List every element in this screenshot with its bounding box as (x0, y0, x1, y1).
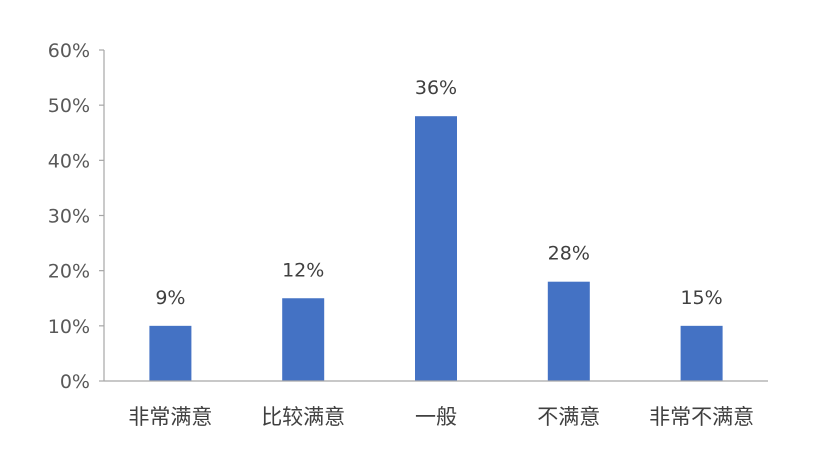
category-label: 非常不满意 (649, 405, 754, 429)
bar (547, 281, 590, 381)
category-labels: 非常满意 比较满意 一般 不满意 非常不满意 (128, 405, 754, 429)
bar (282, 298, 325, 381)
data-label: 12% (282, 259, 324, 281)
y-axis-ticks: 0% 10% 20% 30% 40% 50% 60% (48, 40, 104, 393)
data-label: 15% (680, 287, 722, 309)
category-label: 非常满意 (128, 405, 212, 429)
data-label: 36% (415, 77, 457, 99)
category-label: 比较满意 (261, 405, 345, 429)
bars (149, 116, 723, 381)
bar (680, 325, 723, 381)
category-label: 一般 (415, 405, 457, 429)
category-label: 不满意 (537, 405, 600, 429)
y-tick-label: 10% (48, 316, 90, 338)
y-tick-label: 40% (48, 150, 90, 172)
y-tick-label: 20% (48, 261, 90, 283)
y-tick-label: 60% (48, 40, 90, 62)
bar (149, 325, 192, 381)
data-label: 28% (548, 243, 590, 265)
y-tick-label: 50% (48, 95, 90, 117)
data-label: 9% (155, 287, 185, 309)
y-tick-label: 30% (48, 206, 90, 228)
y-tick-label: 0% (60, 371, 90, 393)
data-labels: 9% 12% 36% 28% 15% (155, 77, 722, 309)
bar (415, 116, 457, 381)
